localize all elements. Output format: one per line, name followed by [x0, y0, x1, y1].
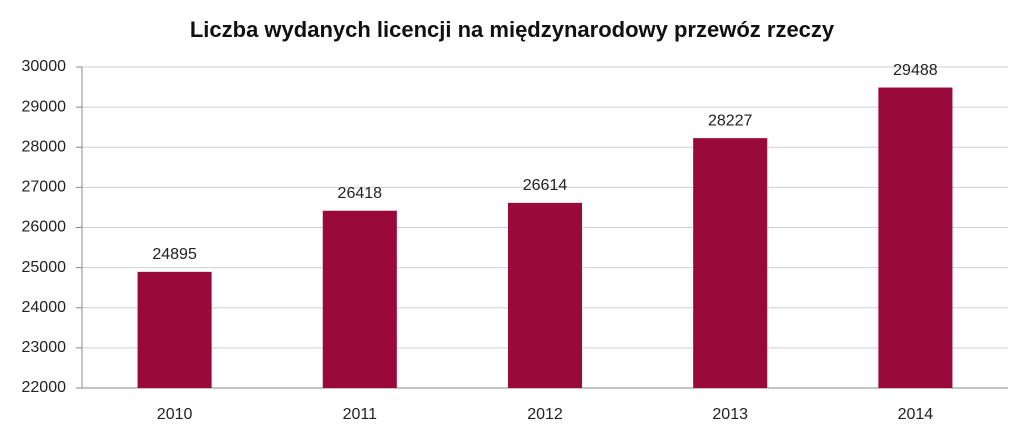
chart-title: Liczba wydanych licencji na międzynarodo… — [190, 17, 835, 42]
bar — [878, 87, 953, 388]
bar — [322, 210, 397, 388]
y-tick-label: 24000 — [22, 299, 67, 316]
x-tick-label: 2012 — [527, 406, 563, 423]
bar — [137, 271, 212, 388]
data-label: 29488 — [893, 62, 938, 79]
data-label: 24895 — [152, 246, 197, 263]
x-tick-label: 2013 — [712, 406, 748, 423]
x-tick-label: 2014 — [898, 406, 934, 423]
y-tick-label: 28000 — [22, 138, 67, 155]
y-tick-label: 23000 — [22, 339, 67, 356]
y-tick-label: 29000 — [22, 98, 67, 115]
data-label: 28227 — [708, 112, 753, 129]
y-tick-label: 30000 — [22, 58, 67, 75]
x-tick-label: 2011 — [343, 406, 378, 423]
y-tick-label: 27000 — [22, 179, 67, 196]
bar — [507, 202, 583, 388]
data-label: 26614 — [523, 177, 568, 194]
bar — [693, 138, 768, 388]
y-tick-label: 22000 — [22, 379, 67, 396]
y-tick-label: 26000 — [22, 219, 67, 236]
x-tick-label: 2010 — [157, 406, 193, 423]
y-tick-label: 25000 — [22, 259, 67, 276]
data-label: 26418 — [338, 185, 383, 202]
